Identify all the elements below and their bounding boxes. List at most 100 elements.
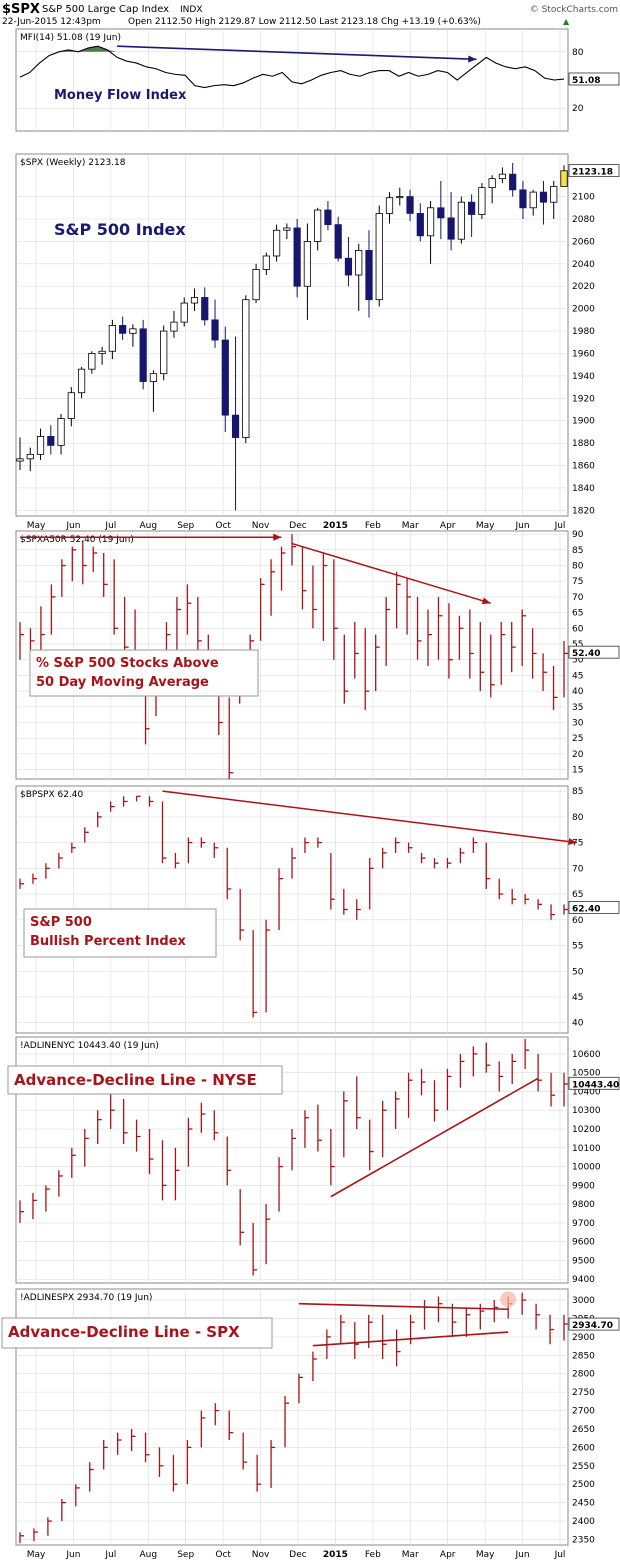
x-tick-label: Jul <box>104 1550 116 1560</box>
last-value-label: 10443.40 <box>572 1080 619 1090</box>
trend-arrow-head <box>568 838 577 846</box>
candle-body <box>529 191 537 209</box>
candle-body <box>211 319 219 341</box>
candle-body <box>57 418 65 446</box>
y-tick-label: 2000 <box>572 305 595 315</box>
candle-body <box>375 212 383 301</box>
y-tick-label: 90 <box>572 530 584 540</box>
y-tick-label: 10600 <box>572 1050 601 1060</box>
last-value-label: 52.40 <box>572 649 600 659</box>
y-tick-label: 80 <box>572 48 584 58</box>
y-tick-label: 10500 <box>572 1069 601 1079</box>
candle-body <box>47 436 55 446</box>
y-tick-label: 2550 <box>572 1462 595 1472</box>
x-tick-label: Jul <box>554 1550 566 1560</box>
y-tick-label: 50 <box>572 967 584 977</box>
x-tick-label: Jul <box>104 521 116 531</box>
trendline <box>312 1331 509 1347</box>
y-tick-label: 75 <box>572 839 583 849</box>
y-tick-label: 55 <box>572 640 583 650</box>
candle-body <box>98 350 106 354</box>
y-tick-label: 9900 <box>572 1181 595 1191</box>
candle-body <box>129 328 137 334</box>
y-tick-label: 2850 <box>572 1351 595 1361</box>
x-tick-label: Nov <box>252 1550 270 1560</box>
candle-body <box>488 178 496 189</box>
x-tick-label: Sep <box>177 521 194 531</box>
candle-body <box>170 321 178 332</box>
y-tick-label: 10100 <box>572 1144 601 1154</box>
y-tick-label: 60 <box>572 916 584 926</box>
y-tick-label: 2600 <box>572 1443 595 1453</box>
last-value-box <box>568 164 620 178</box>
y-tick-label: 50 <box>572 656 584 666</box>
candle-body <box>437 207 445 219</box>
y-tick-label: 65 <box>572 609 583 619</box>
x-tick-label: Feb <box>365 521 381 531</box>
y-tick-label: 2700 <box>572 1407 595 1417</box>
candle-body <box>67 392 75 419</box>
candle-body <box>457 201 465 240</box>
y-tick-label: 9600 <box>572 1238 595 1248</box>
x-tick-label: Jul <box>554 521 566 531</box>
y-tick-label: 45 <box>572 993 583 1003</box>
candle-body <box>314 209 322 242</box>
y-tick-label: 75 <box>572 577 583 587</box>
y-tick-label: 2040 <box>572 260 595 270</box>
y-tick-label: 1840 <box>572 484 595 494</box>
y-tick-label: 2650 <box>572 1425 595 1435</box>
candle-body <box>498 173 507 180</box>
x-tick-label: May <box>476 1550 495 1560</box>
candle-body <box>303 241 311 287</box>
y-tick-label: 20 <box>572 104 584 114</box>
panel-frame-0 <box>15 28 569 132</box>
last-value-label: 2123.18 <box>572 168 613 178</box>
last-value-box <box>568 1076 620 1090</box>
candle-body <box>539 191 548 203</box>
candle-body <box>355 249 363 276</box>
candle-body <box>231 414 240 438</box>
trendline <box>298 1302 509 1311</box>
candle-body <box>26 453 34 460</box>
trend-arrow-head <box>468 55 477 63</box>
panel-legend: MFI(14) 51.08 (19 Jun) <box>20 33 121 43</box>
candle-body <box>108 325 116 352</box>
y-tick-label: 55 <box>572 942 583 952</box>
y-tick-label: 1860 <box>572 462 595 472</box>
candle-body <box>36 436 45 455</box>
x-tick-label: Dec <box>289 521 306 531</box>
panel-annotation-line: Advance-Decline Line - NYSE <box>14 1071 257 1089</box>
candle-body <box>519 189 527 209</box>
y-tick-label: 2750 <box>572 1388 595 1398</box>
y-tick-label: 15 <box>572 766 583 776</box>
header-name: S&P 500 Large Cap Index <box>42 4 169 15</box>
y-tick-label: 9800 <box>572 1200 595 1210</box>
candle-body <box>426 207 435 237</box>
y-tick-label: 70 <box>572 593 584 603</box>
last-value-label: 62.40 <box>572 904 600 914</box>
candle-body <box>190 297 199 304</box>
candle-body <box>509 173 517 191</box>
header-up-arrow: ▲ <box>563 17 570 26</box>
y-tick-label: 25 <box>572 734 583 744</box>
candle-body <box>262 255 270 270</box>
candle-body <box>334 224 342 259</box>
x-tick-label: Jun <box>65 521 80 531</box>
y-tick-label: 9500 <box>572 1256 595 1266</box>
x-tick-label: Dec <box>289 1550 306 1560</box>
y-tick-label: 10200 <box>572 1125 601 1135</box>
y-tick-label: 85 <box>572 546 583 556</box>
y-tick-label: 65 <box>572 890 583 900</box>
y-tick-label: 1960 <box>572 349 595 359</box>
annotation-box <box>29 649 259 697</box>
x-tick-label: Mar <box>402 1550 419 1560</box>
candle-body <box>550 186 558 203</box>
trend-arrow-head <box>273 533 282 541</box>
panel-annotation-line: Bullish Percent Index <box>30 934 187 949</box>
y-tick-label: 2060 <box>572 237 595 247</box>
last-value-label: 2934.70 <box>572 1321 613 1331</box>
x-tick-label: Mar <box>402 521 419 531</box>
candle-body <box>252 269 260 301</box>
candle-body <box>160 330 168 375</box>
candle-body <box>324 209 332 226</box>
